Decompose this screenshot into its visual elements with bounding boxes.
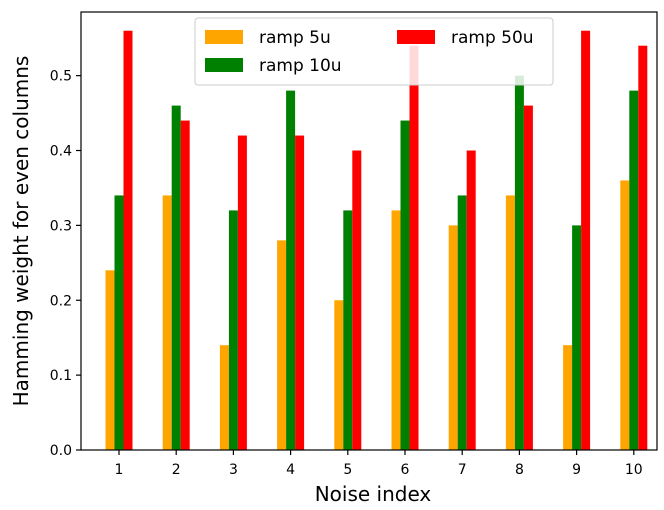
bar-ramp-50u-3: [237, 135, 247, 451]
bars-layer: [105, 30, 648, 451]
bar-ramp-10u-5: [343, 210, 353, 450]
bar-ramp-5u-4: [277, 240, 287, 450]
y-tick-label: 0.3: [50, 218, 72, 234]
legend-swatch: [205, 30, 243, 44]
legend-swatch: [205, 58, 243, 72]
bar-ramp-10u-2: [171, 105, 181, 450]
bar-ramp-5u-6: [391, 210, 401, 450]
y-tick-label: 0.1: [50, 368, 72, 384]
bar-ramp-50u-5: [352, 150, 362, 450]
bar-ramp-10u-10: [629, 90, 639, 451]
legend-label: ramp 10u: [259, 56, 342, 76]
x-tick-label: 7: [458, 462, 467, 478]
x-tick-label: 6: [401, 462, 410, 478]
y-tick-label: 0.4: [50, 144, 72, 160]
bar-ramp-5u-8: [505, 195, 515, 450]
bar-ramp-5u-7: [448, 225, 458, 450]
y-tick-label: 0.5: [50, 69, 72, 85]
bar-ramp-10u-9: [572, 225, 582, 450]
bar-ramp-5u-3: [219, 345, 229, 450]
bar-ramp-5u-10: [620, 180, 630, 450]
y-tick-label: 0.0: [50, 443, 72, 459]
legend: ramp 5u ramp 10u ramp 50u: [194, 17, 554, 86]
bar-ramp-5u-9: [563, 345, 573, 450]
y-tick-label: 0.2: [50, 293, 72, 309]
x-tick-label: 10: [625, 462, 643, 478]
bar-ramp-5u-2: [162, 195, 172, 450]
x-tick-label: 2: [172, 462, 181, 478]
axes-layer: 0.0 0.1 0.2 0.3 0.4 0.5 1 2 3 4 5 6 7 8 9 10: [50, 11, 658, 478]
bar-ramp-5u-1: [105, 270, 115, 450]
x-tick-label: 9: [572, 462, 581, 478]
legend-label: ramp 5u: [259, 28, 331, 48]
bar-ramp-50u-2: [180, 120, 190, 450]
bar-ramp-5u-5: [334, 300, 344, 450]
plot-frame: [80, 11, 658, 451]
bar-ramp-50u-9: [581, 30, 591, 450]
bar-ramp-10u-3: [228, 210, 238, 450]
bar-ramp-10u-4: [286, 90, 296, 451]
bar-ramp-10u-8: [514, 75, 524, 450]
bar-ramp-50u-4: [295, 135, 305, 451]
bar-ramp-50u-7: [466, 150, 476, 450]
y-axis-label: Hamming weight for even columns: [9, 56, 33, 407]
x-tick-label: 4: [286, 462, 295, 478]
legend-swatch: [397, 30, 435, 44]
bar-ramp-50u-10: [638, 45, 648, 450]
bar-ramp-10u-7: [457, 195, 467, 450]
x-axis-label: Noise index: [315, 482, 432, 506]
bar-ramp-10u-6: [400, 120, 410, 450]
legend-label: ramp 50u: [451, 28, 534, 48]
bar-ramp-50u-8: [523, 105, 533, 450]
bar-ramp-10u-1: [114, 195, 124, 450]
bar-ramp-50u-6: [409, 45, 419, 450]
x-tick-label: 8: [515, 462, 524, 478]
x-tick-label: 1: [115, 462, 124, 478]
x-tick-label: 5: [343, 462, 352, 478]
bar-ramp-50u-1: [123, 30, 133, 450]
x-tick-label: 3: [229, 462, 238, 478]
legend-box: [194, 17, 554, 86]
